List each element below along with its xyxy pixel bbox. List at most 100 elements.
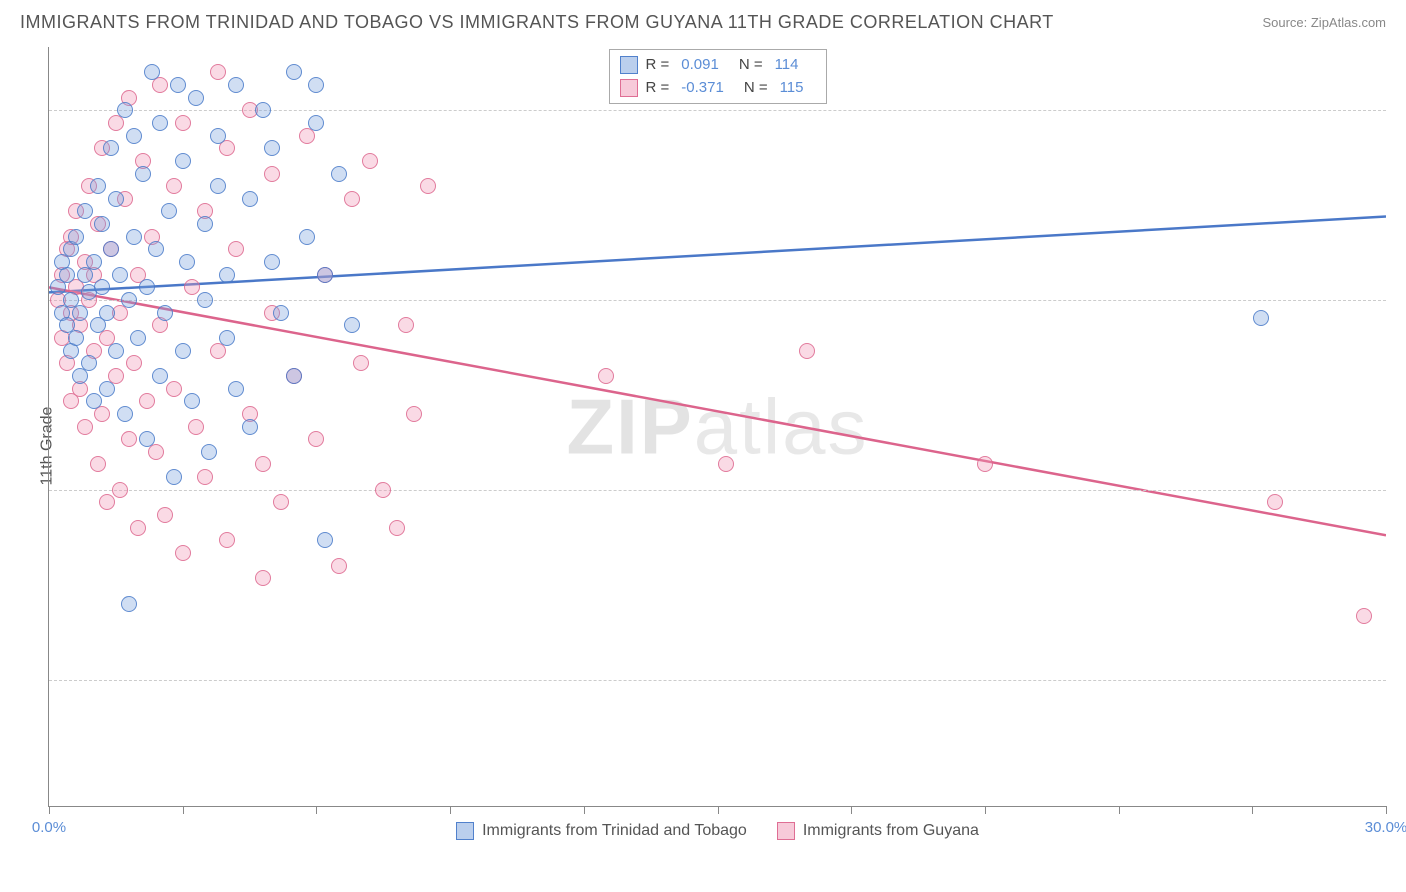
scatter-point bbox=[242, 419, 258, 435]
scatter-point bbox=[331, 558, 347, 574]
scatter-point bbox=[148, 241, 164, 257]
trend-line bbox=[49, 217, 1386, 293]
x-tick bbox=[450, 806, 451, 814]
scatter-point bbox=[135, 166, 151, 182]
scatter-point bbox=[126, 128, 142, 144]
scatter-point bbox=[130, 330, 146, 346]
scatter-point bbox=[86, 393, 102, 409]
scatter-point bbox=[112, 482, 128, 498]
scatter-point bbox=[1267, 494, 1283, 510]
scatter-point bbox=[210, 64, 226, 80]
scatter-point bbox=[255, 570, 271, 586]
scatter-point bbox=[242, 191, 258, 207]
watermark-light: atlas bbox=[694, 382, 869, 470]
chart-title: IMMIGRANTS FROM TRINIDAD AND TOBAGO VS I… bbox=[20, 12, 1054, 33]
scatter-point bbox=[977, 456, 993, 472]
legend-r-value-blue: 0.091 bbox=[681, 54, 719, 77]
scatter-point bbox=[166, 178, 182, 194]
scatter-point bbox=[86, 254, 102, 270]
scatter-point bbox=[197, 469, 213, 485]
scatter-point bbox=[175, 545, 191, 561]
scatter-point bbox=[112, 267, 128, 283]
legend-n-value-pink: 115 bbox=[780, 77, 804, 100]
scatter-point bbox=[228, 77, 244, 93]
scatter-point bbox=[68, 330, 84, 346]
scatter-point bbox=[166, 381, 182, 397]
scatter-point bbox=[255, 456, 271, 472]
scatter-point bbox=[331, 166, 347, 182]
scatter-point bbox=[184, 279, 200, 295]
scatter-point bbox=[1253, 310, 1269, 326]
legend-swatch-pink bbox=[620, 79, 638, 97]
scatter-point bbox=[152, 368, 168, 384]
legend-r-label: R = bbox=[646, 77, 670, 100]
x-tick bbox=[718, 806, 719, 814]
x-tick bbox=[183, 806, 184, 814]
legend-n-label: N = bbox=[744, 77, 768, 100]
scatter-point bbox=[179, 254, 195, 270]
scatter-point bbox=[166, 469, 182, 485]
scatter-point bbox=[273, 305, 289, 321]
scatter-point bbox=[59, 267, 75, 283]
legend-r-value-pink: -0.371 bbox=[681, 77, 724, 100]
scatter-point bbox=[286, 368, 302, 384]
scatter-point bbox=[197, 216, 213, 232]
scatter-point bbox=[161, 203, 177, 219]
scatter-point bbox=[219, 330, 235, 346]
scatter-point bbox=[72, 305, 88, 321]
scatter-point bbox=[362, 153, 378, 169]
scatter-point bbox=[273, 494, 289, 510]
legend-item-blue: Immigrants from Trinidad and Tobago bbox=[456, 822, 747, 840]
x-tick-label: 0.0% bbox=[32, 819, 66, 836]
scatter-point bbox=[99, 381, 115, 397]
scatter-point bbox=[188, 419, 204, 435]
scatter-point bbox=[210, 178, 226, 194]
scatter-point bbox=[121, 596, 137, 612]
scatter-point bbox=[139, 431, 155, 447]
scatter-point bbox=[108, 191, 124, 207]
scatter-point bbox=[375, 482, 391, 498]
legend-row-blue: R = 0.091 N = 114 bbox=[620, 54, 816, 77]
watermark-bold: ZIP bbox=[566, 382, 693, 470]
scatter-point bbox=[308, 115, 324, 131]
legend-label-pink: Immigrants from Guyana bbox=[803, 822, 979, 840]
source-attrib: Source: ZipAtlas.com bbox=[1262, 15, 1386, 30]
legend-row-pink: R = -0.371 N = 115 bbox=[620, 77, 816, 100]
gridline bbox=[49, 680, 1386, 681]
scatter-point bbox=[108, 343, 124, 359]
scatter-point bbox=[344, 191, 360, 207]
scatter-point bbox=[299, 229, 315, 245]
scatter-point bbox=[130, 520, 146, 536]
x-tick bbox=[851, 806, 852, 814]
scatter-point bbox=[219, 532, 235, 548]
x-tick bbox=[1252, 806, 1253, 814]
scatter-point bbox=[255, 102, 271, 118]
x-tick bbox=[985, 806, 986, 814]
x-tick-label: 30.0% bbox=[1365, 819, 1406, 836]
scatter-point bbox=[157, 305, 173, 321]
scatter-point bbox=[799, 343, 815, 359]
scatter-point bbox=[139, 279, 155, 295]
scatter-point bbox=[286, 64, 302, 80]
scatter-point bbox=[117, 406, 133, 422]
scatter-point bbox=[201, 444, 217, 460]
scatter-point bbox=[389, 520, 405, 536]
scatter-point bbox=[308, 431, 324, 447]
scatter-point bbox=[1356, 608, 1372, 624]
scatter-point bbox=[139, 393, 155, 409]
x-tick bbox=[1386, 806, 1387, 814]
scatter-point bbox=[344, 317, 360, 333]
legend-item-pink: Immigrants from Guyana bbox=[777, 822, 979, 840]
legend-r-label: R = bbox=[646, 54, 670, 77]
watermark: ZIPatlas bbox=[566, 381, 868, 472]
scatter-point bbox=[77, 419, 93, 435]
scatter-point bbox=[175, 343, 191, 359]
scatter-point bbox=[175, 153, 191, 169]
scatter-point bbox=[420, 178, 436, 194]
scatter-point bbox=[598, 368, 614, 384]
chart-plot-area: ZIPatlas R = 0.091 N = 114 R = -0.371 N … bbox=[48, 47, 1386, 807]
scatter-point bbox=[406, 406, 422, 422]
scatter-point bbox=[264, 166, 280, 182]
scatter-point bbox=[317, 267, 333, 283]
scatter-point bbox=[121, 431, 137, 447]
